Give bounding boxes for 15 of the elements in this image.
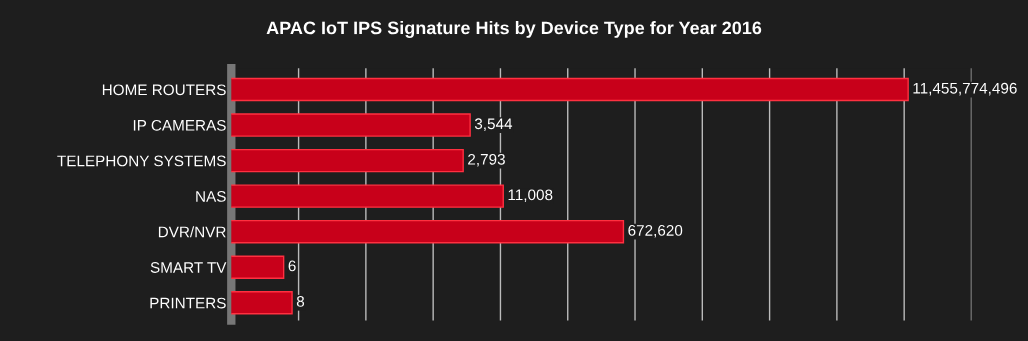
chart-title: APAC IoT IPS Signature Hits by Device Type for Year 2016 (266, 21, 762, 38)
data-label: 11,455,774,496 (913, 82, 1017, 96)
y-tick-label: DVR/NVR (158, 226, 226, 238)
data-label: 672,620 (628, 224, 683, 238)
y-tick-label: TELEPHONY SYSTEMS (57, 155, 226, 167)
y-tick-label: HOME ROUTERS (102, 84, 226, 96)
data-label: 6 (288, 260, 296, 272)
data-label: 2,793 (468, 153, 505, 167)
y-tick-label: NAS (196, 191, 226, 202)
data-label: 11,008 (508, 189, 553, 203)
data-label: 8 (296, 296, 305, 307)
y-tick-label: SMART TV (150, 262, 227, 273)
y-tick-label: PRINTERS (150, 297, 226, 309)
y-tick-label: IP CAMERAS (133, 119, 226, 131)
data-label: 3,544 (474, 118, 513, 131)
